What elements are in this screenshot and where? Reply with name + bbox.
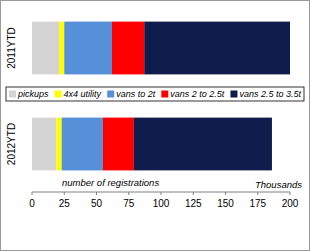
bar-segment: [112, 22, 144, 75]
tick-mark: [193, 192, 194, 195]
tick-mark: [290, 192, 291, 195]
tick-mark: [32, 192, 33, 195]
tick-mark: [257, 192, 258, 195]
tick-label: 0: [29, 198, 35, 209]
legend-label: vans to 2t: [116, 89, 156, 99]
tick-label: 175: [249, 198, 266, 209]
category-label: 2011YTD: [6, 27, 17, 69]
legend-label: pickups: [17, 89, 49, 99]
tick-label: 25: [59, 198, 71, 209]
annotation: Thousands: [255, 179, 302, 190]
tick-label: 200: [282, 198, 299, 209]
legend-label: vans 2.5 to 3.5t: [239, 89, 301, 99]
bar-segment: [32, 118, 57, 171]
legend-swatch: [9, 91, 16, 98]
tick-label: 125: [185, 198, 202, 209]
legend-label: 4x4 utility: [64, 89, 102, 99]
tick-mark: [128, 192, 129, 195]
bar-segment: [62, 118, 103, 171]
legend-swatch: [55, 91, 62, 98]
bar-segment: [144, 22, 290, 75]
bar-segment: [32, 22, 59, 75]
legend-label: vans 2 to 2.5t: [170, 89, 225, 99]
legend-swatch: [161, 91, 168, 98]
legend-swatch: [107, 91, 114, 98]
x-axis-label: number of registrations: [62, 177, 159, 188]
legend-box: [6, 87, 304, 101]
legend: pickups 4x4 utility vans to 2t vans 2 to 2.…: [6, 87, 304, 101]
chart-border: [1, 1, 310, 251]
legend-swatch: [230, 91, 237, 98]
bar-segment: [59, 22, 64, 75]
tick-mark: [161, 192, 162, 195]
tick-mark: [96, 192, 97, 195]
tick-label: 150: [217, 198, 234, 209]
category-label: 2012YTD: [6, 123, 17, 165]
tick-mark: [64, 192, 65, 195]
tick-label: 100: [153, 198, 170, 209]
bar-segment: [103, 118, 134, 171]
chart: 2011YTD 2012YTD 0 25 50 75 100 125 150 175 200 numb…: [0, 0, 310, 251]
tick-label: 50: [91, 198, 103, 209]
tick-mark: [225, 192, 226, 195]
bar-segment: [64, 22, 112, 75]
tick-label: 75: [123, 198, 135, 209]
bar-segment: [134, 118, 272, 171]
bar-segment: [57, 118, 62, 171]
